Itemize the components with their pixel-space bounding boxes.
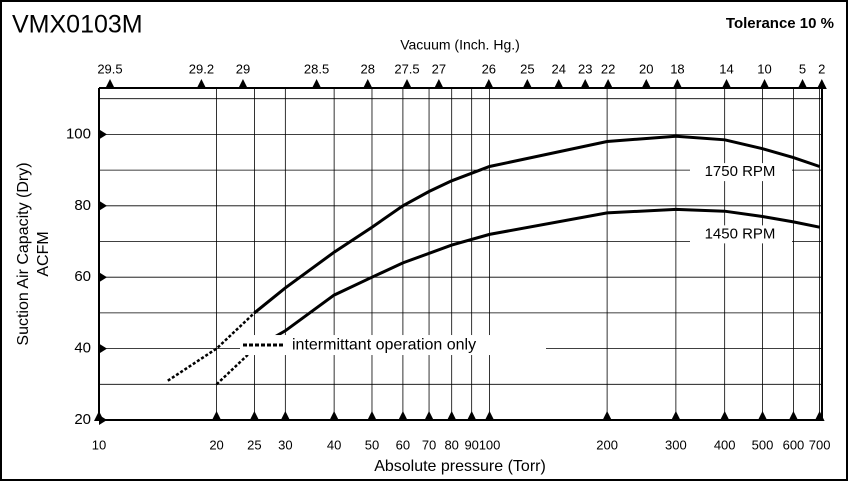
x2-tick (402, 79, 413, 89)
x2-tick-label: 29.2 (189, 61, 214, 76)
x2-tick (721, 79, 732, 89)
x2-tick (433, 79, 444, 89)
x2-tick (553, 79, 564, 89)
label-bg (690, 163, 792, 182)
x-tick-label: 80 (444, 437, 458, 452)
x-tick-label: 50 (365, 437, 379, 452)
x2-tick (104, 79, 115, 89)
annotation: intermittant operation only (292, 336, 476, 353)
x2-tick-label: 24 (552, 61, 566, 76)
x2-tick (603, 79, 614, 89)
x-tick (788, 411, 799, 421)
x2-tick-label: 25 (520, 61, 534, 76)
x2-tick-label: 26 (482, 61, 496, 76)
x2-tick (580, 79, 591, 89)
x2-tick-label: 14 (719, 61, 733, 76)
x2-tick (522, 79, 533, 89)
x-tick (424, 411, 435, 421)
x2-tick (483, 79, 494, 89)
x-tick-label: 30 (278, 437, 292, 452)
x2-tick (641, 79, 652, 89)
series-label: 1750 RPM (705, 163, 776, 180)
x2-tick (797, 79, 808, 89)
chart-title: VMX0103M (12, 11, 143, 39)
x-tick (366, 411, 377, 421)
x2-tick-label: 29.5 (97, 61, 122, 76)
x2-tick (759, 79, 770, 89)
y-tick-label: 80 (74, 197, 91, 214)
series-line (253, 207, 820, 350)
x2-tick (816, 79, 827, 89)
x-tick-label: 200 (596, 437, 618, 452)
x-tick-label: 20 (209, 437, 223, 452)
subtitle: Tolerance 10 % (726, 15, 834, 32)
x2-tick-label: 18 (670, 61, 684, 76)
x2-axis-label: Vacuum (Inch. Hg.) (400, 37, 520, 53)
x-tick-label: 700 (809, 437, 831, 452)
series-label: 1450 RPM (705, 225, 776, 242)
x-tick-label: 400 (714, 437, 736, 452)
x-tick-label: 300 (665, 437, 687, 452)
x-tick (397, 411, 408, 421)
x-axis-label: Absolute pressure (Torr) (374, 458, 546, 475)
x2-tick (362, 79, 373, 89)
x-tick (211, 411, 222, 421)
x2-tick (237, 79, 248, 89)
x-tick-label: 70 (422, 437, 436, 452)
y-tick (99, 343, 107, 354)
x-tick-label: 90 (464, 437, 478, 452)
series-line (215, 347, 256, 386)
x-tick (329, 411, 340, 421)
x2-tick-label: 10 (757, 61, 771, 76)
x2-tick-label: 28.5 (304, 61, 329, 76)
y-tick (99, 272, 107, 283)
y-tick-label: 60 (74, 268, 91, 285)
x-tick (249, 411, 260, 421)
x-tick (466, 411, 477, 421)
label-bg (240, 335, 546, 356)
x2-tick-label: 29 (236, 61, 250, 76)
x-tick (719, 411, 730, 421)
y-tick-label: 100 (66, 125, 91, 142)
x2-tick-label: 5 (799, 61, 806, 76)
x-tick (757, 411, 768, 421)
x-tick-label: 25 (247, 437, 261, 452)
x-tick-label: 100 (479, 437, 501, 452)
x2-tick-label: 2 (818, 61, 825, 76)
y-tick-label: 20 (74, 411, 91, 428)
x-tick-label: 500 (752, 437, 774, 452)
x2-tick (672, 79, 683, 89)
x-tick-label: 10 (92, 437, 106, 452)
series-line (253, 134, 821, 315)
label-bg (690, 225, 792, 244)
x-tick-label: 600 (783, 437, 805, 452)
y-axis-label: ACFM (35, 231, 52, 276)
x2-tick-label: 28 (361, 61, 375, 76)
x-tick (670, 411, 681, 421)
x2-tick-label: 22 (601, 61, 615, 76)
x-tick-label: 60 (396, 437, 410, 452)
y-tick (99, 200, 107, 211)
x-tick (446, 411, 457, 421)
x2-tick-label: 27 (432, 61, 446, 76)
x-tick (602, 411, 613, 421)
y-tick-label: 40 (74, 340, 91, 357)
x-tick (280, 411, 291, 421)
x2-tick (196, 79, 207, 89)
x-tick-label: 40 (327, 437, 341, 452)
x2-tick (311, 79, 322, 89)
y-tick (99, 129, 107, 140)
y-axis-label: Suction Air Capacity (Dry) (15, 162, 32, 345)
x2-tick-label: 23 (578, 61, 592, 76)
x-tick (484, 411, 495, 421)
x2-tick-label: 20 (639, 61, 653, 76)
x2-tick-label: 27.5 (394, 61, 419, 76)
